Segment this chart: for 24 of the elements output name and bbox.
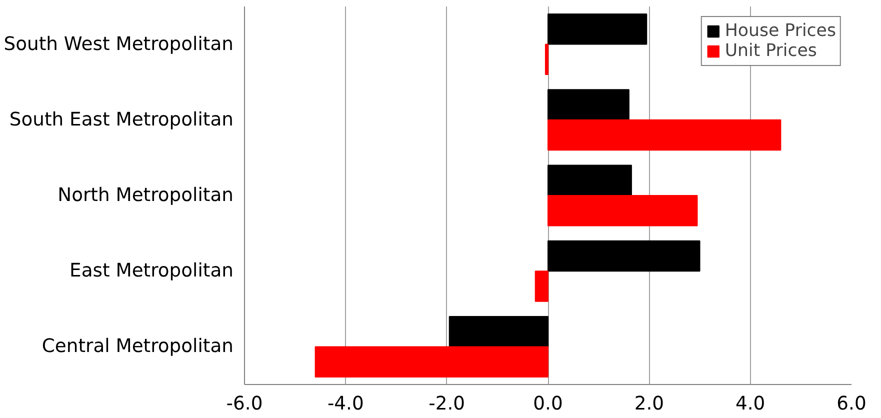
bar — [548, 240, 700, 272]
y-tick-label: Central Metropolitan — [42, 336, 234, 358]
y-tick-label: East Metropolitan — [70, 260, 234, 282]
x-tick-label: -4.0 — [327, 394, 364, 414]
y-tick-label: North Metropolitan — [58, 185, 234, 206]
bar — [548, 14, 648, 45]
legend-label: Unit Prices — [724, 41, 817, 61]
x-tick-label: 6.0 — [836, 394, 866, 414]
bar — [534, 270, 548, 302]
bar — [548, 164, 632, 196]
x-tick-label: 2.0 — [634, 394, 664, 414]
y-tick-label: South West Metropolitan — [4, 34, 234, 55]
bar — [548, 89, 630, 120]
legend-label: House Prices — [724, 21, 836, 41]
bar — [548, 195, 698, 226]
x-tick-label: 4.0 — [736, 394, 766, 414]
bar — [548, 119, 782, 151]
bar — [544, 44, 548, 76]
y-tick-label: South East Metropolitan — [9, 109, 234, 130]
x-tick-label: -6.0 — [226, 394, 263, 414]
x-tick-label: 0.0 — [533, 394, 563, 414]
x-tick-label: -2.0 — [428, 394, 466, 414]
bar — [314, 346, 548, 378]
bar — [448, 316, 548, 348]
